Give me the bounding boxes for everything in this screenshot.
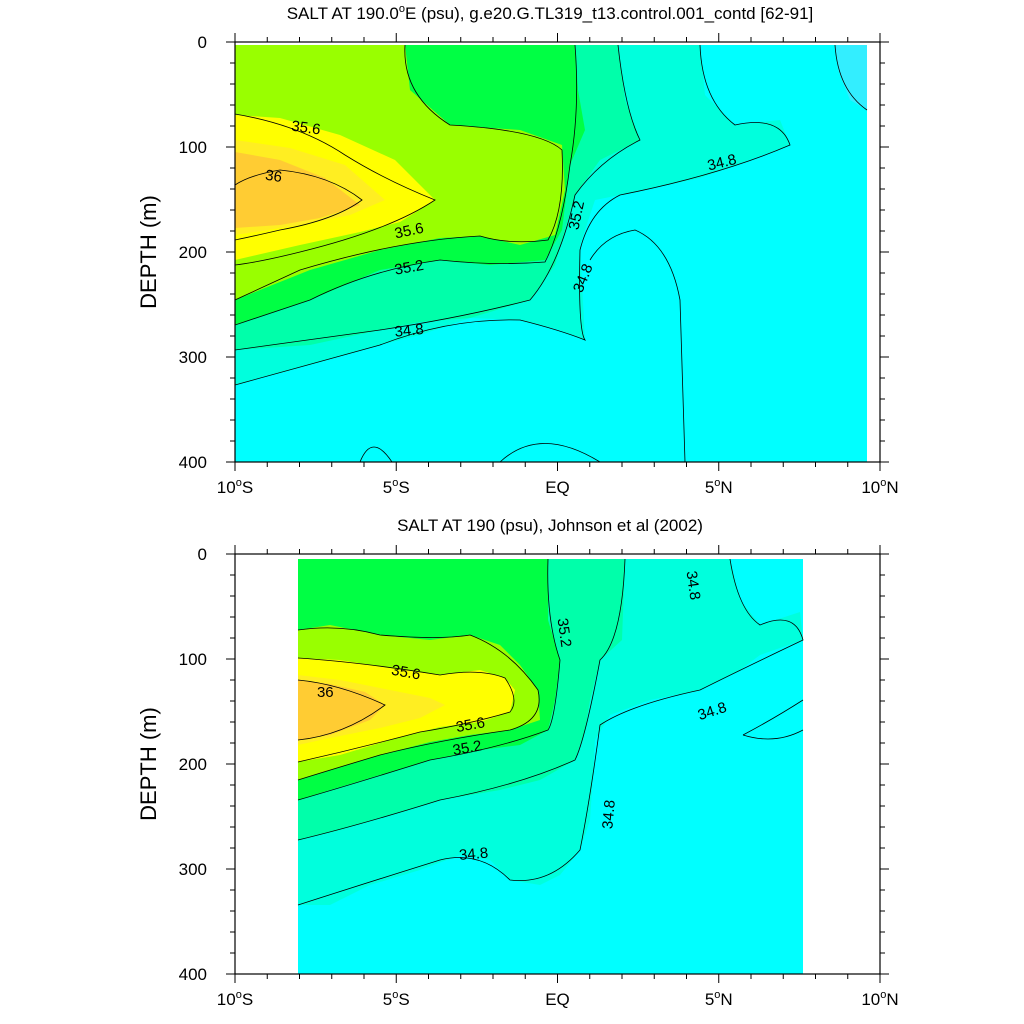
- x-tick-label: 5oS: [383, 989, 410, 1009]
- x-tick-label: EQ: [545, 478, 570, 497]
- band-gt-36: [235, 152, 360, 228]
- x-tick-label: 5oS: [383, 477, 410, 497]
- y-tick-label: 100: [179, 650, 207, 669]
- contour-label: 35.6: [290, 118, 321, 139]
- contour-fill: [235, 44, 868, 462]
- contour-fill: [297, 558, 804, 974]
- contour-label: 34.8: [394, 321, 425, 341]
- x-tick-label: 5oN: [705, 477, 733, 497]
- x-tick-label: 10oS: [217, 477, 253, 497]
- x-tick-label: 10oN: [861, 989, 898, 1009]
- band-gt-36: [298, 680, 385, 740]
- contour-label: 34.8: [683, 570, 704, 601]
- contour-label: 35.2: [393, 257, 425, 279]
- y-tick-label: 200: [179, 243, 207, 262]
- panel-model: SALT AT 190.0oE (psu), g.e20.G.TL319_t13…: [136, 3, 899, 497]
- contour-label: 34.8: [599, 799, 618, 830]
- contour-label: 35.2: [565, 199, 588, 231]
- y-tick-label: 300: [179, 860, 207, 879]
- band-bottom-fresh-1: [360, 438, 392, 462]
- contour-label: 36: [264, 167, 283, 186]
- contour-label: 36: [317, 684, 334, 701]
- contour-label: 34.8: [706, 151, 738, 175]
- y-tick-label: 100: [179, 138, 207, 157]
- x-tick-label: 5oN: [705, 989, 733, 1009]
- axes: 10oS 5oS EQ 5oN 10oN 0 100 200 300 400: [179, 33, 899, 497]
- panel-title: SALT AT 190 (psu), Johnson et al (2002): [397, 516, 703, 535]
- contour-label: 35.6: [393, 220, 425, 243]
- y-tick-label: 0: [198, 545, 207, 564]
- y-tick-label: 0: [198, 33, 207, 52]
- band-fresh-corner: [835, 45, 867, 110]
- band-bottom-fresh-2: [500, 432, 600, 462]
- contour-label: 35.6: [455, 714, 487, 736]
- contour-lines: [297, 558, 804, 906]
- y-tick-label: 400: [179, 965, 207, 984]
- contour-label: 35.6: [390, 662, 422, 684]
- y-tick-label: 400: [179, 453, 207, 472]
- contour-label: 35.2: [554, 617, 575, 648]
- y-axis-label: DEPTH (m): [136, 195, 161, 309]
- y-axis-label: DEPTH (m): [136, 707, 161, 821]
- band-fresh-east: [743, 700, 803, 745]
- contour-label: 34.8: [458, 845, 489, 864]
- y-tick-label: 300: [179, 348, 207, 367]
- band-fresh-tongue: [590, 230, 685, 462]
- panel-observed: SALT AT 190 (psu), Johnson et al (2002): [136, 516, 899, 1009]
- y-tick-label: 200: [179, 755, 207, 774]
- contour-label: 35.2: [451, 737, 483, 759]
- contour-lines: [235, 44, 868, 462]
- x-tick-label: 10oN: [861, 477, 898, 497]
- x-tick-label: 10oS: [217, 989, 253, 1009]
- x-tick-label: EQ: [545, 990, 570, 1009]
- axes: 10oS 5oS EQ 5oN 10oN 0 100 200 300 400: [179, 545, 899, 1009]
- panel-title: SALT AT 190.0oE (psu), g.e20.G.TL319_t13…: [287, 3, 814, 23]
